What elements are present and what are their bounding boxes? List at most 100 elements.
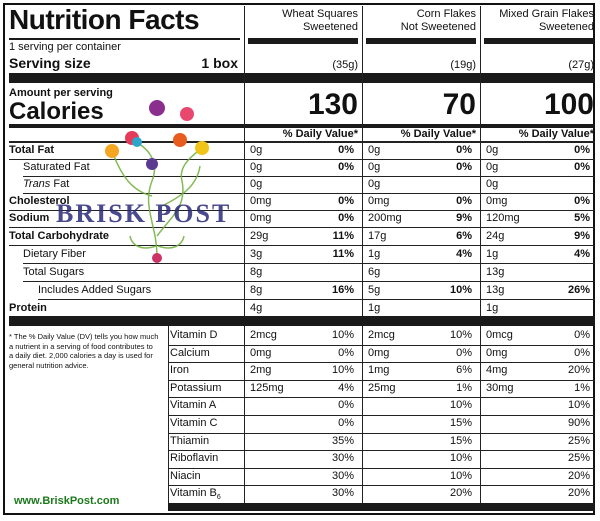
nutrient-amount: 0g	[486, 161, 499, 173]
product-serving-size: (19g)	[450, 59, 476, 71]
nutrient-amount: 0g	[486, 144, 499, 156]
column-divider	[362, 326, 363, 504]
product-calories: 70	[442, 88, 476, 121]
vitamin-label-text: Riboflavin	[170, 452, 219, 464]
nutrient-amount: 0g	[250, 144, 263, 156]
nutrient-amount: 13g	[486, 284, 505, 296]
vitamin-label-text: Vitamin D	[170, 329, 218, 341]
vitamin-dv: 20%	[567, 470, 590, 482]
nutrient-amount: 0mg	[250, 212, 272, 224]
row-divider	[9, 159, 595, 160]
vitamin-amount: 30mg	[486, 382, 514, 394]
product-header-bar	[366, 38, 476, 44]
nutrient-amount: 1g	[368, 248, 381, 260]
vitamin-dv: 10%	[449, 470, 472, 482]
vitamin-dv: 30%	[331, 452, 354, 464]
nutrient-dv: 10%	[449, 284, 472, 296]
nutrient-dv: 0%	[338, 161, 354, 173]
vitamin-dv: 20%	[567, 487, 590, 499]
nutrient-amount: 0g	[486, 178, 499, 190]
column-divider	[362, 6, 363, 317]
nutrient-dv: 11%	[332, 248, 354, 260]
nutrient-dv: 0%	[338, 195, 354, 207]
vitamin-dv: 0%	[338, 417, 354, 429]
vitamin-dv: 10%	[449, 399, 472, 411]
vitamin-amount: 2mcg	[250, 329, 277, 341]
row-divider	[38, 299, 595, 300]
vitamin-label: Calcium	[170, 347, 210, 359]
vitamin-dv: 0%	[338, 347, 354, 359]
nutrient-label: Total Sugars	[23, 266, 85, 278]
nutrient-amount: 3g	[250, 248, 263, 260]
vitamin-label-text: Potassium	[170, 382, 222, 394]
nutrient-dv: 0%	[456, 144, 472, 156]
nutrient-dv: 0%	[574, 195, 590, 207]
nutrient-label: Total Fat	[9, 144, 55, 156]
nutrient-amount: 8g	[250, 284, 263, 296]
vitamin-label: Niacin	[170, 470, 201, 482]
vitamin-dv: 35%	[331, 435, 354, 447]
vitamin-dv: 1%	[456, 382, 472, 394]
nutrient-amount: 120mg	[486, 212, 520, 224]
vitamin-dv: 1%	[574, 382, 590, 394]
vitamin-label-text: Thiamin	[170, 435, 210, 447]
nutrient-label: Dietary Fiber	[23, 248, 86, 260]
row-divider	[168, 433, 595, 434]
nutrient-amount: 0mg	[368, 195, 390, 207]
vitamin-dv: 90%	[567, 417, 590, 429]
nutrient-dv: 0%	[338, 212, 354, 224]
nutrient-dv: 5%	[574, 212, 590, 224]
vitamin-amount: 1mg	[368, 364, 390, 376]
row-divider	[168, 450, 595, 451]
vitamin-dv: 25%	[567, 452, 590, 464]
product-calories: 100	[543, 88, 594, 121]
row-divider	[9, 227, 595, 228]
nutrient-amount: 4g	[250, 302, 263, 314]
product-name: Mixed Grain Flakes	[499, 8, 594, 20]
product-header-bar	[484, 38, 594, 44]
vitamin-dv: 0%	[574, 347, 590, 359]
row-divider	[23, 176, 595, 177]
nutrient-dv: 0%	[456, 161, 472, 173]
vitamin-dv: 10%	[449, 329, 472, 341]
nutrient-amount: 8g	[250, 266, 263, 278]
vitamin-dv: 0%	[574, 329, 590, 341]
nutrient-amount: 0g	[368, 144, 381, 156]
nutrient-amount: 5g	[368, 284, 381, 296]
nutrient-label: Protein	[9, 302, 47, 314]
nutrient-amount: 0g	[250, 161, 263, 173]
nutrient-amount: 13g	[486, 266, 505, 278]
nutrient-dv: 6%	[456, 230, 472, 242]
row-divider	[23, 281, 595, 282]
nutrient-label-rest: Fat	[50, 178, 70, 190]
thick-bar-1	[9, 73, 595, 83]
row-divider	[9, 245, 595, 246]
vitamin-amount: 2mcg	[368, 329, 395, 341]
serving-size-value: 1 box	[201, 55, 238, 71]
nutrient-amount: 0g	[250, 178, 263, 190]
vitamin-label: Vitamin D	[170, 329, 217, 341]
nutrient-label: Sodium	[9, 212, 50, 224]
vitamin-dv: 20%	[567, 364, 590, 376]
row-divider	[168, 380, 595, 381]
nutrient-dv: 0%	[456, 195, 472, 207]
vitamin-label-text: Calcium	[170, 347, 210, 359]
vitamin-label: Vitamin B6	[170, 487, 221, 501]
column-divider	[480, 6, 481, 317]
website-link[interactable]: www.BriskPost.com	[14, 495, 120, 507]
nutrient-dv: 0%	[338, 144, 354, 156]
row-divider	[168, 397, 595, 398]
vitamin-label-subscript: 6	[216, 494, 221, 502]
product-name: Corn Flakes	[416, 8, 476, 20]
vitamin-dv: 15%	[449, 417, 472, 429]
vitamin-dv: 30%	[331, 470, 354, 482]
nutrient-amount: 200mg	[368, 212, 402, 224]
vitamin-dv: 10%	[331, 364, 354, 376]
product-variant: Sweetened	[302, 21, 358, 33]
vitamin-dv: 15%	[449, 435, 472, 447]
nutrient-dv: 26%	[567, 284, 590, 296]
nutrient-label: Includes Added Sugars	[38, 284, 152, 296]
row-divider	[9, 210, 595, 211]
product-header-bar	[248, 38, 358, 44]
nutrient-label-italic: Trans	[23, 178, 51, 190]
